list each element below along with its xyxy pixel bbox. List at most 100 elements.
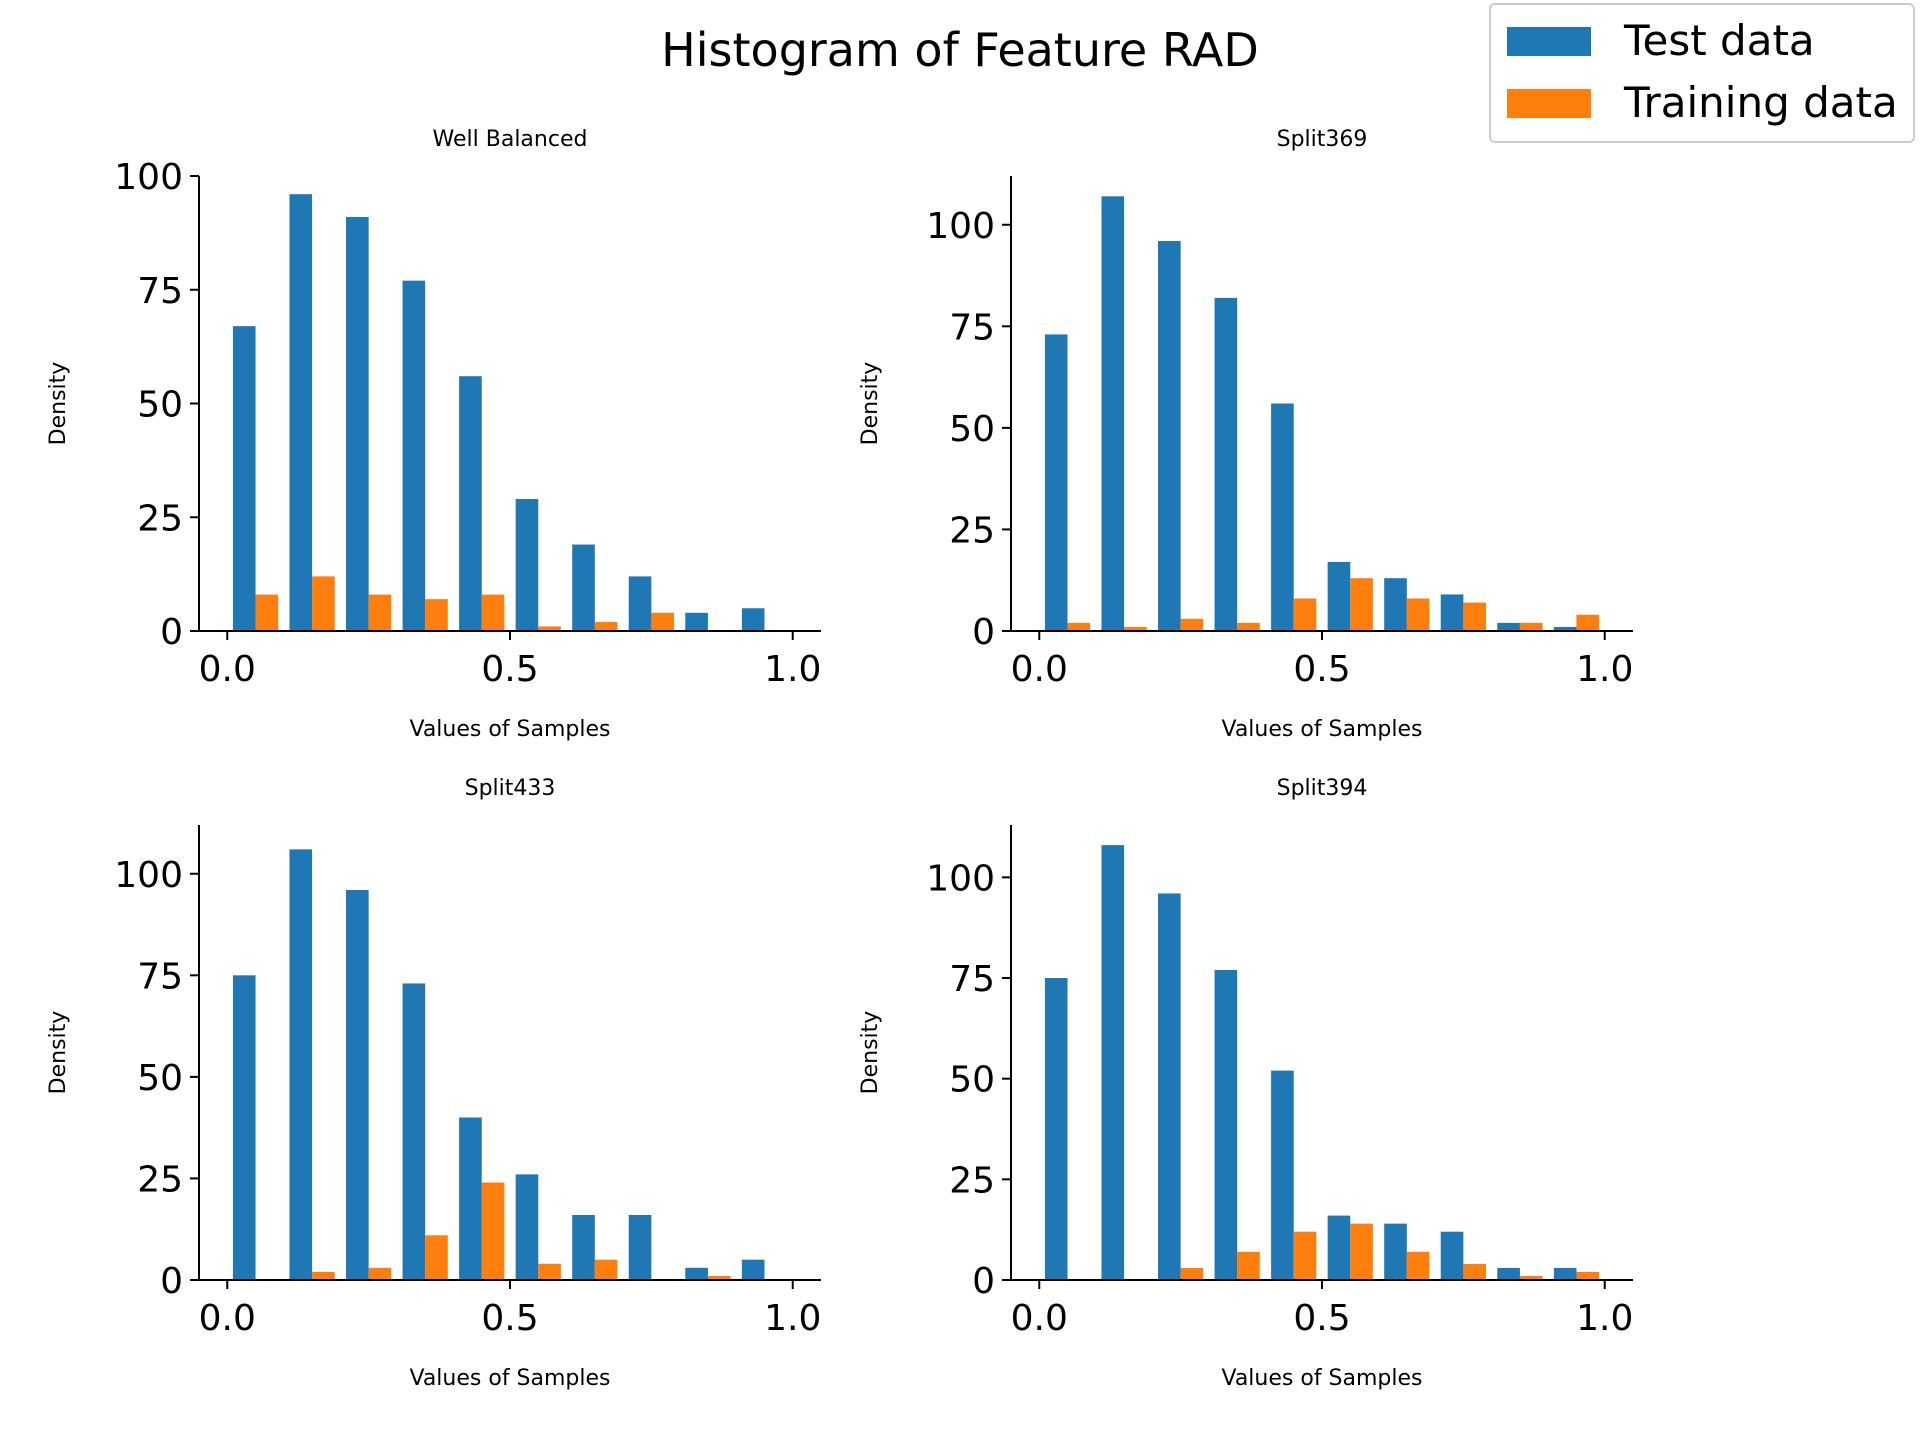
bar-test-data-bin-2 [289, 194, 313, 631]
bar-training-data-bin-7 [594, 1259, 618, 1280]
subplot-4: 0.0 0.5 1.0 0 25 50 75 100 Split394 Values of Sam… [858, 776, 1633, 1391]
bar-test-data-bin-3 [1158, 241, 1181, 631]
x-axis-label: Values of Samples [409, 1366, 610, 1391]
y-tick-label: 100 [926, 858, 995, 899]
bar-training-data-bin-3 [1180, 1267, 1204, 1280]
y-tick-label: 25 [949, 1160, 995, 1201]
x-tick-label: 0.0 [199, 649, 256, 690]
bar-test-data-bin-5 [459, 376, 482, 631]
bar-training-data-bin-5 [481, 594, 505, 631]
bar-training-data-bin-3 [368, 594, 392, 631]
legend-label-training-data: Training data [1623, 78, 1898, 127]
bar-training-data-bin-10 [1576, 614, 1600, 631]
y-axis-label: Density [46, 1011, 71, 1095]
bar-training-data-bin-1 [1067, 622, 1091, 632]
bar-training-data-bin-3 [368, 1267, 392, 1280]
bar-training-data-bin-1 [255, 594, 279, 631]
bar-test-data-bin-4 [1214, 969, 1238, 1280]
bar-training-data-bin-4 [425, 599, 448, 631]
bar-training-data-bin-3 [1180, 618, 1204, 631]
bar-test-data-bin-6 [1327, 561, 1351, 631]
bar-training-data-bin-6 [538, 626, 561, 631]
bar-training-data-bin-7 [1406, 598, 1430, 631]
bar-test-data-bin-5 [1271, 1070, 1294, 1280]
subplot-title: Split394 [1277, 776, 1368, 801]
subplot-2: 0.0 0.5 1.0 0 25 50 75 100 Split369 Values of Sam… [858, 127, 1633, 742]
bar-test-data-bin-6 [515, 499, 539, 631]
y-tick-label: 50 [137, 1058, 183, 1099]
x-axis-label: Values of Samples [1221, 1366, 1422, 1391]
bar-training-data-bin-5 [1293, 1231, 1317, 1280]
subplot-title: Split433 [465, 776, 556, 801]
bar-training-data-bin-8 [1463, 1263, 1486, 1280]
bar-training-data-bin-4 [425, 1235, 448, 1280]
bar-test-data-bin-1 [1044, 978, 1068, 1280]
bar-test-data-bin-8 [1440, 594, 1464, 631]
bar-training-data-bin-5 [481, 1182, 505, 1280]
bar-test-data-bin-9 [1497, 622, 1520, 632]
y-tick-label: 75 [137, 271, 183, 312]
bar-test-data-bin-10 [741, 608, 765, 631]
bar-training-data-bin-9 [1519, 1275, 1543, 1280]
subplot-grid: 0.0 0.5 1.0 0 25 50 75 100 Well Balanced Values o… [46, 127, 1633, 1391]
y-tick-label: 0 [160, 612, 183, 653]
x-tick-label: 1.0 [1576, 1298, 1633, 1339]
bar-training-data-bin-9 [707, 1275, 731, 1280]
bar-test-data-bin-10 [1553, 1267, 1577, 1280]
bar-test-data-bin-9 [685, 612, 708, 631]
x-tick-label: 0.5 [481, 1298, 538, 1339]
bar-training-data-bin-6 [538, 1263, 561, 1280]
y-tick-label: 100 [114, 855, 183, 896]
bar-test-data-bin-7 [1384, 578, 1407, 631]
bar-training-data-bin-8 [1463, 602, 1486, 631]
bar-training-data-bin-4 [1237, 1251, 1260, 1280]
x-axis-label: Values of Samples [409, 717, 610, 742]
y-tick-label: 100 [114, 157, 183, 198]
x-tick-label: 0.0 [1011, 649, 1068, 690]
y-tick-label: 75 [949, 307, 995, 348]
bar-test-data-bin-4 [402, 983, 426, 1280]
bar-test-data-bin-3 [346, 216, 369, 631]
bar-test-data-bin-8 [628, 576, 652, 631]
bar-training-data-bin-8 [651, 612, 674, 631]
bar-test-data-bin-4 [1214, 297, 1238, 632]
bar-test-data-bin-8 [1440, 1231, 1464, 1280]
bar-training-data-bin-6 [1350, 1223, 1373, 1280]
bar-test-data-bin-7 [572, 544, 595, 631]
bar-training-data-bin-5 [1293, 598, 1317, 631]
legend-swatch-training-data [1507, 89, 1591, 118]
bar-test-data-bin-9 [1497, 1267, 1520, 1280]
bar-test-data-bin-9 [685, 1267, 708, 1280]
y-tick-label: 75 [137, 956, 183, 997]
bar-test-data-bin-5 [1271, 403, 1294, 631]
legend: Test data Training data [1489, 3, 1915, 143]
bar-training-data-bin-7 [594, 621, 618, 631]
bar-test-data-bin-3 [346, 890, 369, 1280]
x-tick-label: 1.0 [1576, 649, 1633, 690]
legend-frame [1489, 3, 1915, 143]
bar-test-data-bin-1 [232, 326, 256, 631]
bar-training-data-bin-2 [312, 1271, 335, 1281]
bar-test-data-bin-7 [1384, 1223, 1407, 1280]
bar-test-data-bin-5 [459, 1117, 482, 1280]
y-axis-label: Density [46, 362, 71, 446]
y-tick-label: 50 [949, 409, 995, 450]
bar-training-data-bin-9 [1519, 622, 1543, 632]
bar-test-data-bin-10 [1553, 626, 1577, 631]
y-tick-label: 50 [949, 1060, 995, 1101]
bar-training-data-bin-6 [1350, 578, 1373, 631]
x-axis-label: Values of Samples [1221, 717, 1422, 742]
bar-test-data-bin-1 [1044, 334, 1068, 631]
y-tick-label: 100 [926, 206, 995, 247]
bar-test-data-bin-2 [1101, 196, 1125, 631]
bar-training-data-bin-2 [1124, 626, 1147, 631]
y-tick-label: 25 [137, 1159, 183, 1200]
y-axis-label: Density [858, 1011, 883, 1095]
bar-test-data-bin-2 [1101, 845, 1125, 1280]
x-tick-label: 0.5 [1293, 649, 1350, 690]
bar-training-data-bin-4 [1237, 622, 1260, 632]
x-tick-label: 1.0 [764, 1298, 821, 1339]
bar-test-data-bin-7 [572, 1215, 595, 1280]
x-tick-label: 1.0 [764, 649, 821, 690]
